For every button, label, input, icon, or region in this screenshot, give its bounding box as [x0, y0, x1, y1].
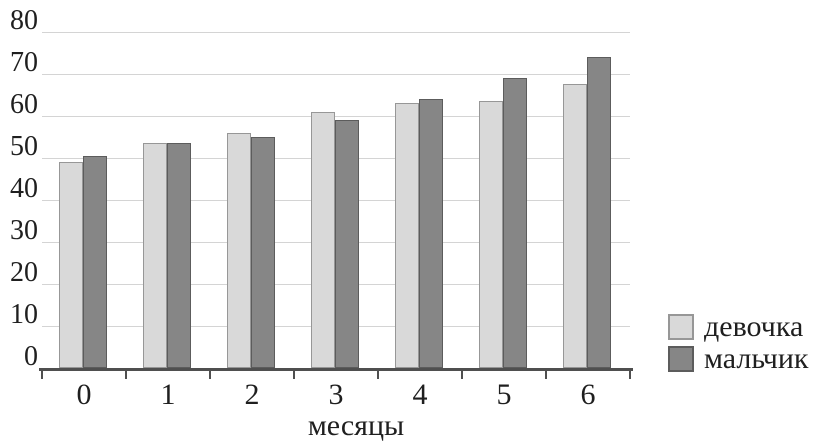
legend-item-boy: мальчик — [668, 342, 809, 375]
y-tick-label: 60 — [10, 89, 38, 120]
legend-label-boy: мальчик — [704, 342, 809, 375]
legend: девочка мальчик — [668, 310, 809, 377]
bar-series1-month4 — [419, 99, 443, 368]
x-tick-mark — [545, 370, 547, 379]
bar-series1-month2 — [251, 137, 275, 368]
bar-series0-month5 — [479, 101, 503, 368]
legend-swatch-boy — [668, 346, 694, 372]
y-tick-label: 30 — [10, 215, 38, 246]
x-tick-mark — [293, 370, 295, 379]
x-tick-label: 3 — [328, 378, 344, 411]
x-tick-mark — [125, 370, 127, 379]
x-tick-label: 4 — [412, 378, 428, 411]
bar-series0-month6 — [563, 84, 587, 368]
bar-series0-month3 — [311, 112, 335, 368]
y-tick-label: 40 — [10, 173, 38, 204]
x-axis-line — [39, 368, 633, 371]
x-tick-label: 2 — [244, 378, 260, 411]
legend-swatch-girl — [668, 314, 694, 340]
x-tick-label: 1 — [160, 378, 176, 411]
legend-item-girl: девочка — [668, 310, 808, 343]
bar-series0-month0 — [59, 162, 83, 368]
y-tick-label: 80 — [10, 5, 38, 36]
y-tick-label: 70 — [10, 47, 38, 78]
y-tick-label: 0 — [24, 341, 38, 372]
bar-series1-month6 — [587, 57, 611, 368]
legend-label-girl: девочка — [704, 310, 804, 343]
bar-series0-month4 — [395, 103, 419, 368]
x-tick-label: 5 — [496, 378, 512, 411]
bar-series0-month2 — [227, 133, 251, 368]
y-grid-line — [42, 74, 630, 75]
bar-series1-month5 — [503, 78, 527, 368]
bar-series1-month0 — [83, 156, 107, 368]
x-tick-mark — [461, 370, 463, 379]
x-tick-mark — [377, 370, 379, 379]
y-tick-label: 50 — [10, 131, 38, 162]
bar-series0-month1 — [143, 143, 167, 368]
x-tick-mark — [41, 370, 43, 379]
x-tick-label: 6 — [580, 378, 596, 411]
bar-series1-month1 — [167, 143, 191, 368]
x-tick-mark — [209, 370, 211, 379]
y-grid-line — [42, 32, 630, 33]
y-tick-label: 10 — [10, 299, 38, 330]
x-axis-title: месяцы — [307, 409, 405, 442]
y-tick-label: 20 — [10, 257, 38, 288]
bar-series1-month3 — [335, 120, 359, 368]
x-tick-mark — [629, 370, 631, 379]
x-tick-label: 0 — [76, 378, 92, 411]
y-grid-line — [42, 116, 630, 117]
